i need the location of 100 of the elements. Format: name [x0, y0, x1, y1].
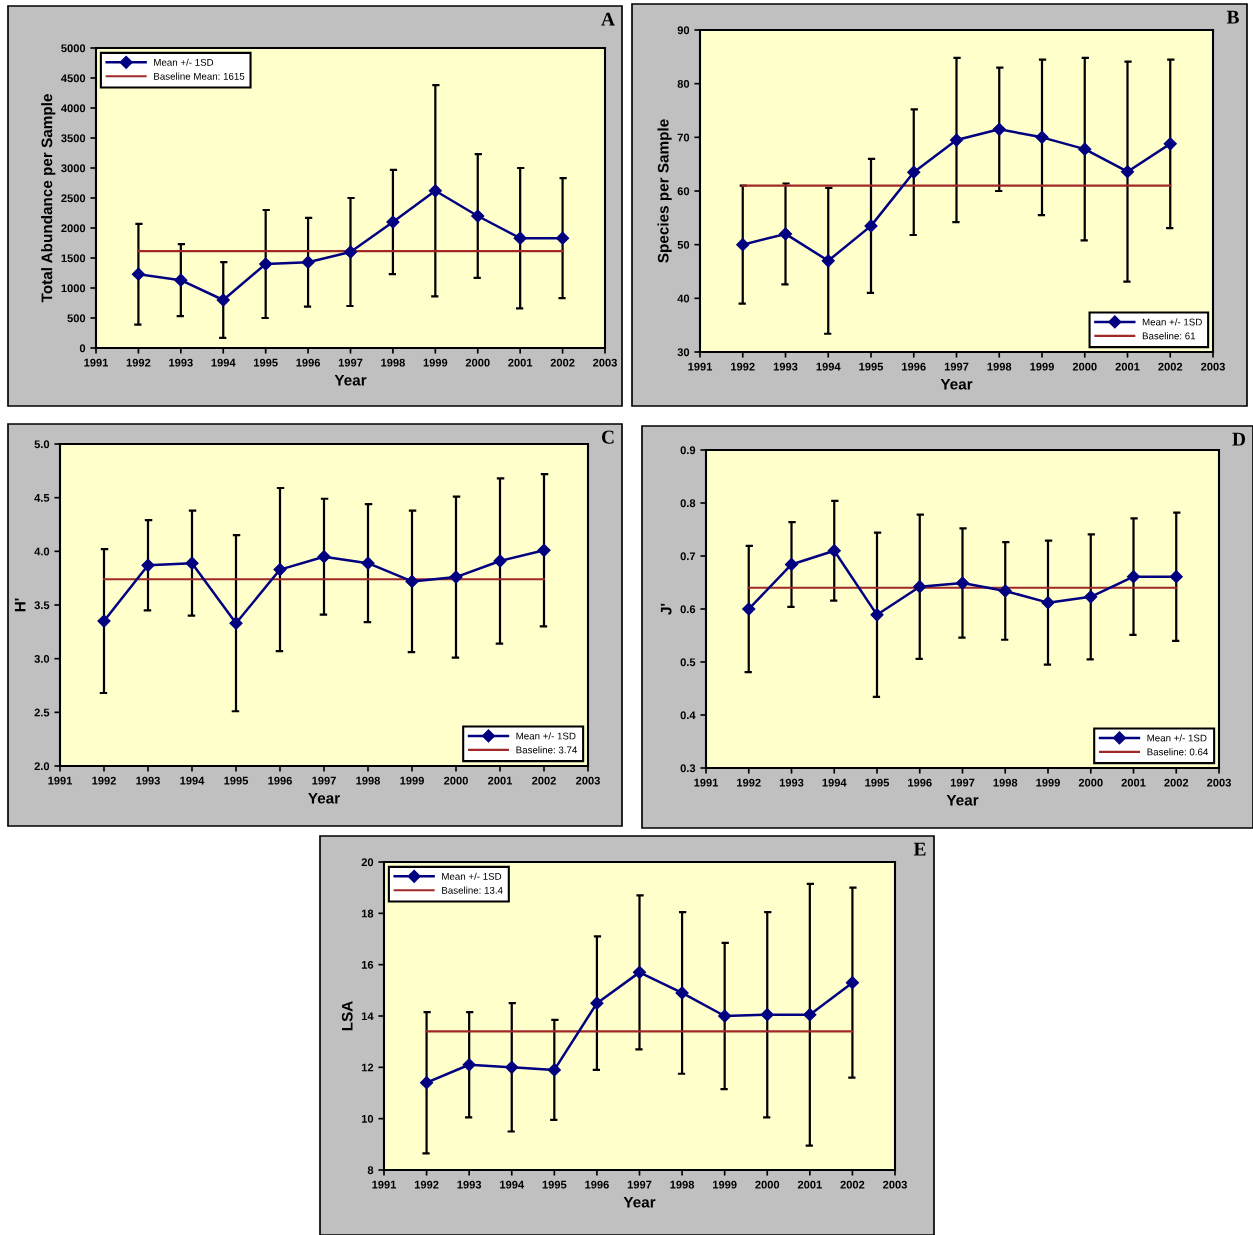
x-tick-label: 1998 [987, 362, 1012, 371]
y-tick-label: 3500 [61, 134, 86, 143]
point [736, 238, 750, 252]
y-tick-label: 4.5 [34, 494, 50, 502]
point [462, 1058, 476, 1072]
y-tick-label: 50 [677, 240, 690, 249]
point [141, 558, 155, 572]
x-tick-label: 2001 [1121, 778, 1146, 787]
point [471, 209, 485, 223]
x-tick-label: 1993 [457, 1180, 482, 1189]
chart-title: B [1226, 10, 1239, 24]
x-tick-label: 1993 [169, 358, 193, 367]
x-tick-label: 1999 [1030, 362, 1054, 371]
y-tick-label: 90 [677, 26, 690, 35]
legend-label: Mean +/- 1SD [1147, 734, 1207, 742]
point [998, 584, 1012, 598]
y-tick-label: 1000 [61, 284, 86, 293]
x-axis-title: Year [334, 374, 367, 386]
x-tick-label: 1993 [136, 776, 160, 785]
y-tick-label: 70 [677, 133, 690, 142]
x-tick-label: 1991 [694, 778, 719, 787]
x-tick-label: 2001 [1115, 362, 1140, 371]
y-tick-label: 4.0 [34, 547, 50, 556]
x-axis-title: Year [946, 794, 979, 806]
x-tick-label: 1996 [296, 358, 321, 367]
x-tick-label: 1995 [542, 1180, 567, 1189]
y-tick-label: 5000 [61, 44, 86, 53]
chart-title: E [913, 842, 926, 856]
point [216, 293, 230, 307]
x-tick-label: 1991 [688, 362, 713, 371]
y-tick-label: 0.4 [680, 711, 696, 720]
x-tick-label: 2001 [797, 1180, 822, 1189]
point [821, 254, 835, 268]
x-tick-label: 1991 [48, 776, 73, 785]
point [760, 1008, 774, 1022]
x-tick-label: 1997 [950, 778, 975, 787]
y-axis-title: J' [660, 603, 672, 615]
x-tick-label: 1996 [908, 778, 932, 787]
x-tick-label: 2002 [840, 1180, 865, 1189]
y-tick-label: 14 [361, 1012, 374, 1021]
y-axis-title: H' [14, 598, 26, 612]
x-tick-label: 1992 [126, 358, 151, 367]
x-tick-label: 1998 [381, 358, 405, 367]
point [386, 215, 400, 229]
x-tick-label: 2003 [593, 358, 617, 367]
point [229, 616, 243, 630]
x-tick-label: 2000 [444, 776, 468, 785]
point [361, 556, 375, 570]
x-tick-label: 1995 [254, 358, 278, 367]
x-tick-label: 1991 [84, 358, 109, 367]
x-tick-label: 1992 [92, 776, 116, 785]
point [870, 608, 884, 622]
x-tick-label: 1999 [713, 1180, 737, 1189]
legend-label: Baseline: 0.64 [1147, 748, 1209, 756]
y-tick-label: 4000 [61, 104, 86, 113]
y-tick-label: 2.0 [34, 762, 50, 771]
y-tick-label: 60 [677, 187, 690, 196]
y-tick-label: 8 [367, 1166, 374, 1175]
point [301, 255, 315, 269]
x-tick-label: 1991 [372, 1180, 397, 1189]
point [907, 165, 921, 179]
legend-label: Mean +/- 1SD [154, 58, 214, 66]
x-tick-label: 2000 [1078, 778, 1103, 787]
point [845, 976, 860, 990]
point [174, 273, 188, 287]
x-tick-label: 1996 [585, 1180, 609, 1189]
y-tick-label: 3000 [61, 164, 86, 173]
x-tick-label: 2000 [1072, 362, 1097, 371]
y-tick-label: 10 [361, 1114, 374, 1123]
y-tick-label: 18 [361, 909, 374, 918]
y-tick-label: 12 [361, 1063, 374, 1072]
x-tick-label: 1994 [500, 1180, 525, 1189]
x-tick-label: 1993 [779, 778, 804, 787]
point [1169, 570, 1183, 584]
x-tick-label: 1994 [816, 362, 841, 371]
point [537, 543, 551, 557]
x-tick-label: 2002 [1158, 362, 1183, 371]
x-tick-label: 1999 [400, 776, 424, 785]
point [1084, 590, 1098, 604]
x-tick-label: 2003 [1201, 362, 1225, 371]
y-tick-label: 0.7 [680, 552, 696, 561]
point [513, 231, 527, 245]
point [1126, 570, 1141, 584]
point [742, 602, 756, 616]
y-tick-label: 0.8 [680, 499, 696, 508]
x-tick-label: 1993 [773, 362, 798, 371]
point [784, 557, 799, 572]
y-tick-label: 30 [677, 348, 690, 357]
y-tick-label: 20 [361, 858, 374, 867]
y-tick-label: 1500 [61, 254, 86, 263]
x-tick-label: 1992 [737, 778, 761, 787]
y-tick-label: 5.0 [34, 440, 50, 449]
point [718, 1009, 732, 1023]
x-tick-label: 1994 [822, 778, 847, 787]
x-tick-label: 1992 [731, 362, 755, 371]
x-axis-title: Year [623, 1196, 656, 1208]
y-tick-label: 0 [79, 344, 86, 353]
y-axis-title: LSA [341, 1001, 353, 1031]
point [1120, 165, 1135, 179]
x-tick-label: 1997 [944, 362, 969, 371]
